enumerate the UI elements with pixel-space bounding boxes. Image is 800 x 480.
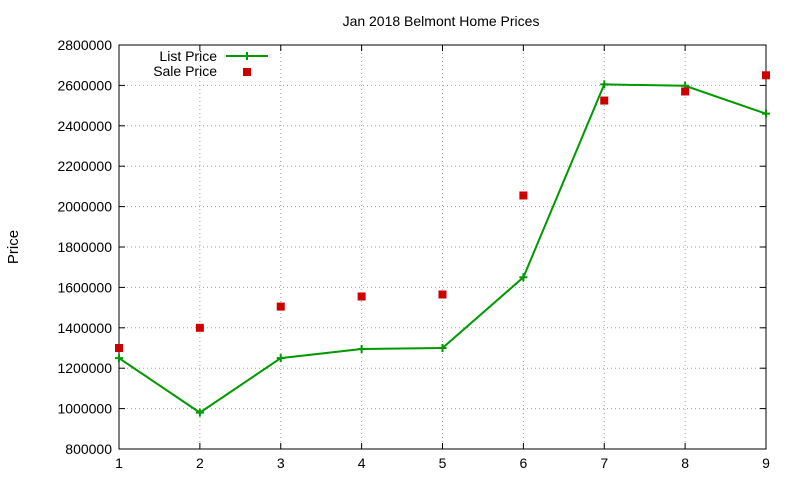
x-tick-label: 3 bbox=[277, 455, 285, 471]
x-tick-label: 1 bbox=[115, 455, 123, 471]
chart-title: Jan 2018 Belmont Home Prices bbox=[343, 13, 540, 29]
y-tick-label: 2000000 bbox=[57, 199, 112, 215]
y-tick-labels: 800000 1000000 1200000 1400000 1600000 180000… bbox=[57, 37, 112, 457]
list-price-point bbox=[438, 344, 447, 352]
list-price-point bbox=[519, 273, 528, 282]
list-price-point bbox=[195, 408, 204, 417]
sale-price-point bbox=[195, 323, 204, 332]
legend: List Price Sale Price bbox=[153, 48, 268, 79]
list-price-point bbox=[357, 345, 366, 354]
sale-price-point bbox=[762, 71, 770, 80]
y-tick-label: 1000000 bbox=[57, 401, 112, 417]
legend-label-list-price: List Price bbox=[159, 48, 217, 64]
list-price-point bbox=[115, 354, 123, 363]
y-tick-label: 1400000 bbox=[57, 320, 112, 336]
x-tick-label: 9 bbox=[762, 455, 770, 471]
y-tick-label: 2800000 bbox=[57, 37, 112, 53]
sale-price-point bbox=[115, 344, 123, 352]
y-tick-label: 1600000 bbox=[57, 279, 112, 295]
y-tick-label: 1200000 bbox=[57, 360, 112, 376]
sale-price-point bbox=[357, 292, 366, 301]
x-tick-label: 8 bbox=[681, 455, 689, 471]
sale-price-point bbox=[600, 96, 609, 105]
y-tick-label: 2200000 bbox=[57, 158, 112, 174]
series-layer bbox=[115, 71, 770, 417]
list-price-point bbox=[600, 80, 609, 89]
x-tick-label: 5 bbox=[439, 455, 447, 471]
x-tick-label: 2 bbox=[196, 455, 204, 471]
sale-price-point bbox=[276, 302, 285, 311]
list-price-point bbox=[762, 109, 770, 118]
x-tick-label: 6 bbox=[519, 455, 527, 471]
grid-lines bbox=[119, 45, 766, 449]
y-axis-label: Price bbox=[5, 230, 22, 264]
y-tick-label: 800000 bbox=[65, 441, 112, 457]
plot-frame bbox=[118, 44, 767, 450]
legend-label-sale-price: Sale Price bbox=[153, 63, 217, 79]
x-tick-label: 7 bbox=[600, 455, 608, 471]
sale-price-point bbox=[438, 290, 447, 299]
y-tick-label: 1800000 bbox=[57, 239, 112, 255]
x-tick-label: 4 bbox=[358, 455, 366, 471]
y-tick-label: 2400000 bbox=[57, 118, 112, 134]
axis-ticks bbox=[118, 44, 767, 450]
legend-marker-list-price bbox=[243, 52, 251, 60]
legend-swatch-sale-price bbox=[243, 68, 251, 76]
sale-price-point bbox=[681, 87, 690, 96]
y-tick-label: 2600000 bbox=[57, 77, 112, 93]
sale-price-point bbox=[519, 191, 528, 200]
x-tick-labels: 1 2 3 4 5 6 7 8 9 bbox=[115, 455, 770, 471]
list-price-point bbox=[276, 354, 285, 363]
